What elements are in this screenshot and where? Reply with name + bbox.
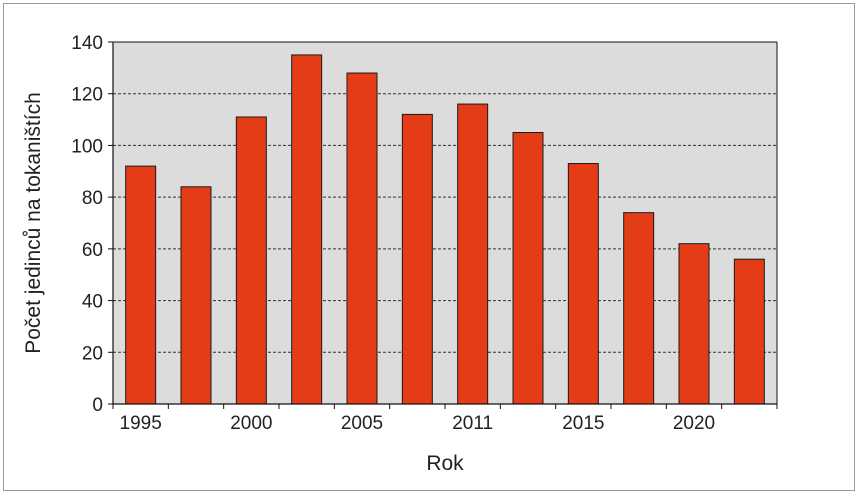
bar [623,212,655,405]
x-tick-label: 2011 [452,413,493,434]
bar [401,113,433,405]
y-tick-labels: 0 20 40 60 80 100 120 140 [71,33,103,416]
bar [291,54,323,405]
x-tick-label: 1995 [120,413,162,434]
bars [125,54,765,405]
x-tick-label: 2020 [673,413,715,434]
x-axis-title: Rok [426,452,464,475]
bar [457,103,489,405]
bar [180,186,212,405]
bar [125,165,157,405]
y-tick-label: 80 [82,188,103,209]
y-tick-label: 120 [71,85,103,106]
y-axis-title: Počet jedinců na tokaništích [22,92,45,354]
x-tick-label: 2015 [562,413,604,434]
y-tick-label: 60 [82,240,103,261]
bar [512,132,544,405]
y-tick-label: 100 [71,136,103,157]
bar [678,243,710,405]
y-tick-label: 40 [82,292,103,313]
x-tick-label: 2000 [230,413,272,434]
bar [346,72,378,405]
x-tick-label: 2005 [341,413,383,434]
axes [108,41,778,409]
y-tick-label: 20 [82,343,103,364]
bar [235,116,267,405]
y-tick-label: 140 [71,33,103,54]
bar [733,258,765,405]
bar [567,163,599,405]
plot-area [113,42,777,404]
x-tick-labels: 1995 2000 2005 2011 2015 2020 [120,413,716,434]
y-tick-label: 0 [92,395,103,416]
